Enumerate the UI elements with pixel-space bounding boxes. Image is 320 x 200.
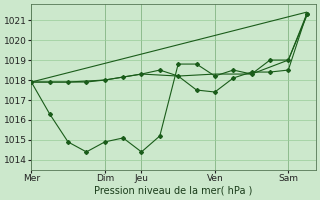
- X-axis label: Pression niveau de la mer( hPa ): Pression niveau de la mer( hPa ): [94, 186, 253, 196]
